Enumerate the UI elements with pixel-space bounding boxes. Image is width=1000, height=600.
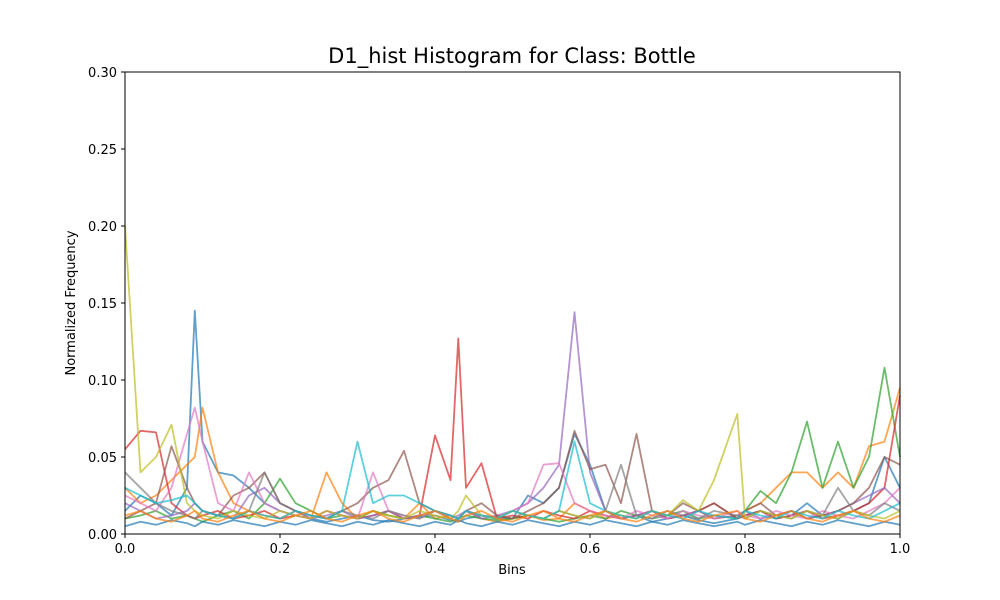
series-line-11 [124, 509, 901, 523]
chart-title: D1_hist Histogram for Class: Bottle [328, 44, 696, 69]
series-line-2 [124, 366, 901, 523]
series-line-1 [124, 387, 901, 523]
x-tick-label-3: 0.6 [580, 542, 601, 557]
series-line-8 [124, 225, 901, 520]
x-axis-label: Bins [498, 563, 526, 578]
series-line-6 [124, 406, 901, 520]
series-line-5 [124, 429, 901, 520]
x-tick-label-4: 0.8 [735, 542, 756, 557]
y-axis-label: Normalized Frequency [64, 230, 79, 375]
x-tick-label-1: 0.2 [270, 542, 291, 557]
plot-frame [124, 71, 901, 535]
y-tick-label-3: 0.15 [88, 297, 117, 312]
y-tick-label-1: 0.05 [88, 451, 117, 466]
y-tick-label-5: 0.25 [88, 143, 117, 158]
y-tick-label-0: 0.00 [88, 528, 117, 543]
y-tick-label-4: 0.20 [88, 220, 117, 235]
x-tick-label-2: 0.4 [425, 542, 446, 557]
x-axis: 0.0 0.2 0.4 0.6 0.8 1.0 [115, 534, 911, 557]
y-tick-label-6: 0.30 [88, 66, 117, 81]
x-tick-label-5: 1.0 [890, 542, 911, 557]
y-tick-label-2: 0.10 [88, 374, 117, 389]
x-tick-label-0: 0.0 [115, 542, 136, 557]
y-axis: 0.00 0.05 0.10 0.15 0.20 0.25 0.30 [88, 66, 125, 543]
series-layer [124, 225, 901, 528]
series-line-10 [124, 519, 901, 528]
